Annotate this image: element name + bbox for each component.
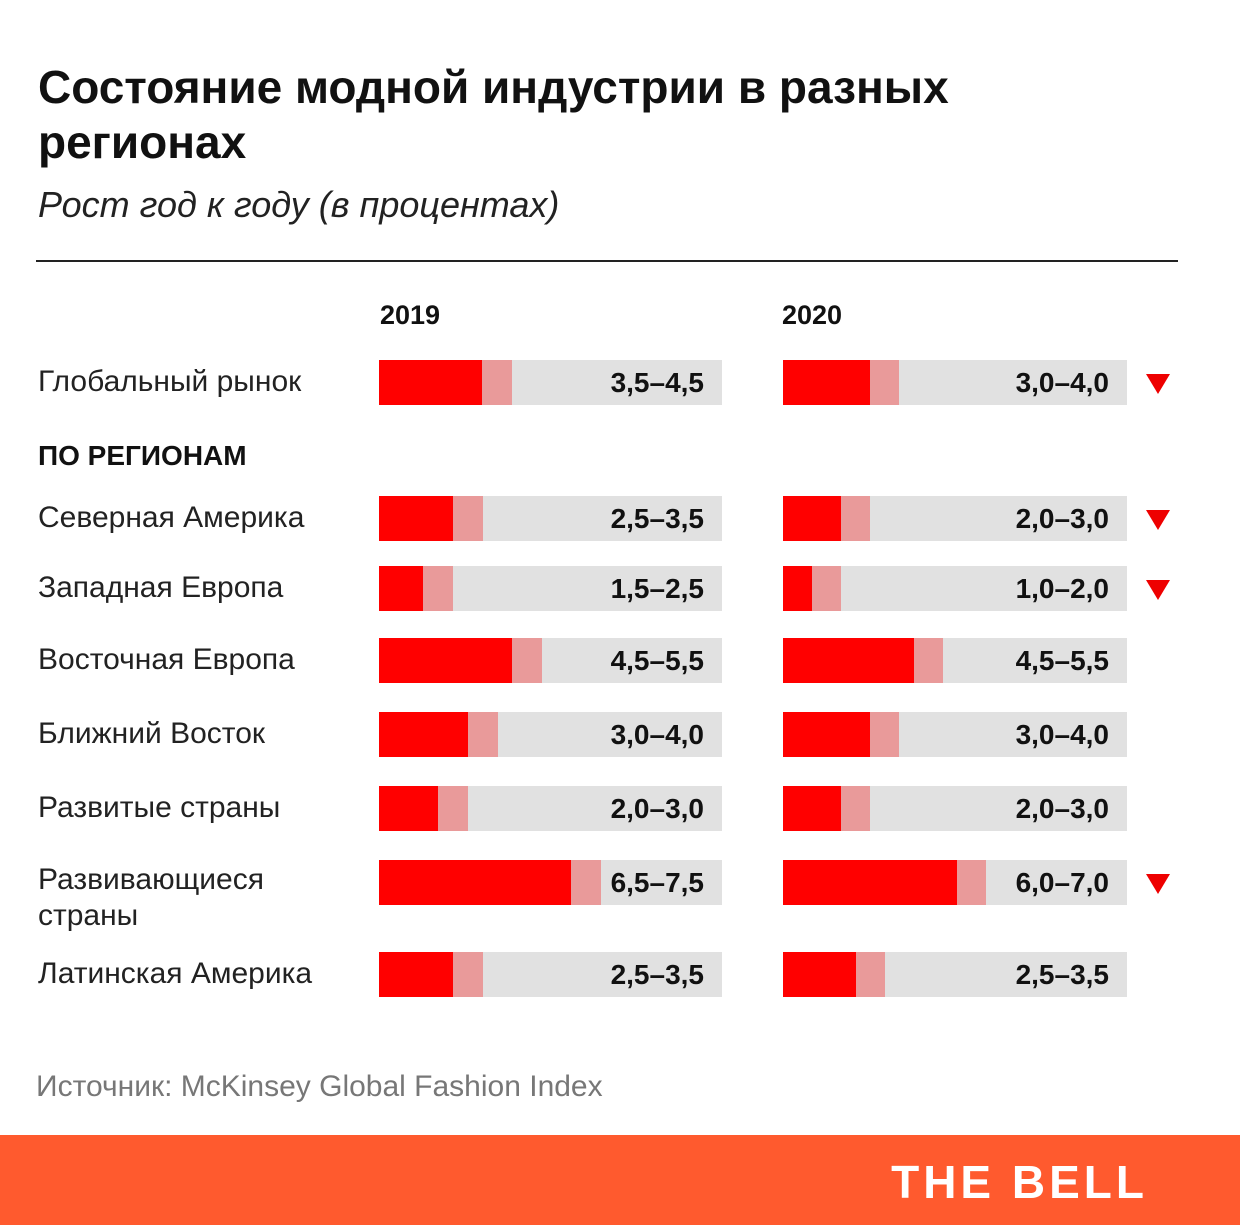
value-label-2019: 4,5–5,5 [610, 645, 704, 676]
value-label-2020: 4,5–5,5 [1015, 645, 1109, 676]
bar-low-2020 [783, 566, 812, 611]
bar-track-2020: 6,0–7,0 [783, 860, 1127, 905]
bar-low-2020 [783, 860, 957, 905]
year-header-2020: 2020 [782, 300, 843, 330]
bar-track-2019: 2,5–3,5 [379, 952, 722, 997]
value-label-2019: 2,0–3,0 [610, 793, 704, 824]
bar-track-2020: 4,5–5,5 [783, 638, 1127, 683]
bar-low-2019 [379, 712, 468, 757]
chart-title: Состояние модной индустрии в разных реги… [38, 61, 949, 168]
year-header-2019: 2019 [380, 300, 441, 330]
value-label-2019: 2,5–3,5 [610, 959, 704, 990]
bar-low-2019 [379, 638, 512, 683]
bar-range-2019 [571, 860, 601, 905]
bar-track-2020: 2,5–3,5 [783, 952, 1127, 997]
bar-track-2020: 1,0–2,0 [783, 566, 1127, 611]
bar-low-2019 [379, 360, 482, 405]
bar-low-2020 [783, 952, 856, 997]
bar-range-2019 [512, 638, 542, 683]
decline-arrow-icon [1146, 510, 1170, 530]
value-label-2019: 1,5–2,5 [610, 573, 704, 604]
brand-footer: THE BELL [0, 1135, 1240, 1225]
bar-range-2020 [957, 860, 986, 905]
value-label-2020: 2,0–3,0 [1015, 793, 1109, 824]
value-label-2020: 1,0–2,0 [1015, 573, 1109, 604]
value-label-2019: 3,0–4,0 [610, 719, 704, 750]
value-label-2020: 2,0–3,0 [1015, 503, 1109, 534]
bar-range-2019 [453, 952, 483, 997]
bar-low-2019 [379, 952, 453, 997]
bar-track-2019: 3,5–4,5 [379, 360, 722, 405]
decline-arrow-icon [1146, 874, 1170, 894]
row-label: Западная Европа [38, 571, 284, 604]
value-label-2019: 6,5–7,5 [610, 867, 704, 898]
value-label-2019: 3,5–4,5 [610, 367, 704, 398]
decline-arrow-icon [1146, 580, 1170, 600]
bar-low-2020 [783, 786, 841, 831]
bar-range-2020 [841, 786, 870, 831]
bar-range-2020 [870, 712, 899, 757]
decline-arrow-icon [1146, 374, 1170, 394]
row-label: Развитые страны [38, 791, 281, 824]
row-label: Восточная Европа [38, 643, 295, 676]
bar-low-2020 [783, 496, 841, 541]
bar-low-2019 [379, 496, 453, 541]
bar-low-2020 [783, 638, 914, 683]
bar-track-2019: 6,5–7,5 [379, 860, 722, 905]
bar-track-2019: 3,0–4,0 [379, 712, 722, 757]
bar-low-2019 [379, 786, 438, 831]
bar-range-2019 [438, 786, 468, 831]
bar-range-2020 [914, 638, 943, 683]
value-label-2020: 2,5–3,5 [1015, 959, 1109, 990]
bar-range-2020 [841, 496, 870, 541]
bar-low-2020 [783, 360, 870, 405]
row-label: Развивающиеся страны [38, 863, 264, 932]
bar-track-2019: 2,0–3,0 [379, 786, 722, 831]
value-label-2020: 6,0–7,0 [1015, 867, 1109, 898]
value-label-2019: 2,5–3,5 [610, 503, 704, 534]
bar-range-2020 [856, 952, 885, 997]
bar-range-2020 [812, 566, 841, 611]
bar-low-2020 [783, 712, 870, 757]
value-label-2020: 3,0–4,0 [1015, 367, 1109, 398]
bar-track-2020: 2,0–3,0 [783, 786, 1127, 831]
row-label: Латинская Америка [38, 957, 313, 990]
bar-range-2019 [482, 360, 512, 405]
bar-range-2019 [453, 496, 483, 541]
bar-track-2020: 3,0–4,0 [783, 360, 1127, 405]
bar-track-2020: 3,0–4,0 [783, 712, 1127, 757]
bar-track-2019: 2,5–3,5 [379, 496, 722, 541]
bar-range-2020 [870, 360, 899, 405]
bar-low-2019 [379, 860, 571, 905]
bar-track-2020: 2,0–3,0 [783, 496, 1127, 541]
row-label: Ближний Восток [38, 717, 266, 750]
row-label: Северная Америка [38, 501, 305, 534]
bar-low-2019 [379, 566, 423, 611]
bar-range-2019 [468, 712, 498, 757]
source-note: Источник: McKinsey Global Fashion Index [36, 1070, 603, 1103]
brand-logo: THE BELL [891, 1156, 1148, 1208]
value-label-2020: 3,0–4,0 [1015, 719, 1109, 750]
chart-subtitle: Рост год к году (в процентах) [38, 184, 560, 225]
row-label: Глобальный рынок [38, 365, 302, 398]
header-divider [36, 260, 1178, 262]
bar-track-2019: 4,5–5,5 [379, 638, 722, 683]
bar-range-2019 [423, 566, 453, 611]
section-heading-regions: ПО РЕГИОНАМ [38, 440, 247, 471]
bar-track-2019: 1,5–2,5 [379, 566, 722, 611]
